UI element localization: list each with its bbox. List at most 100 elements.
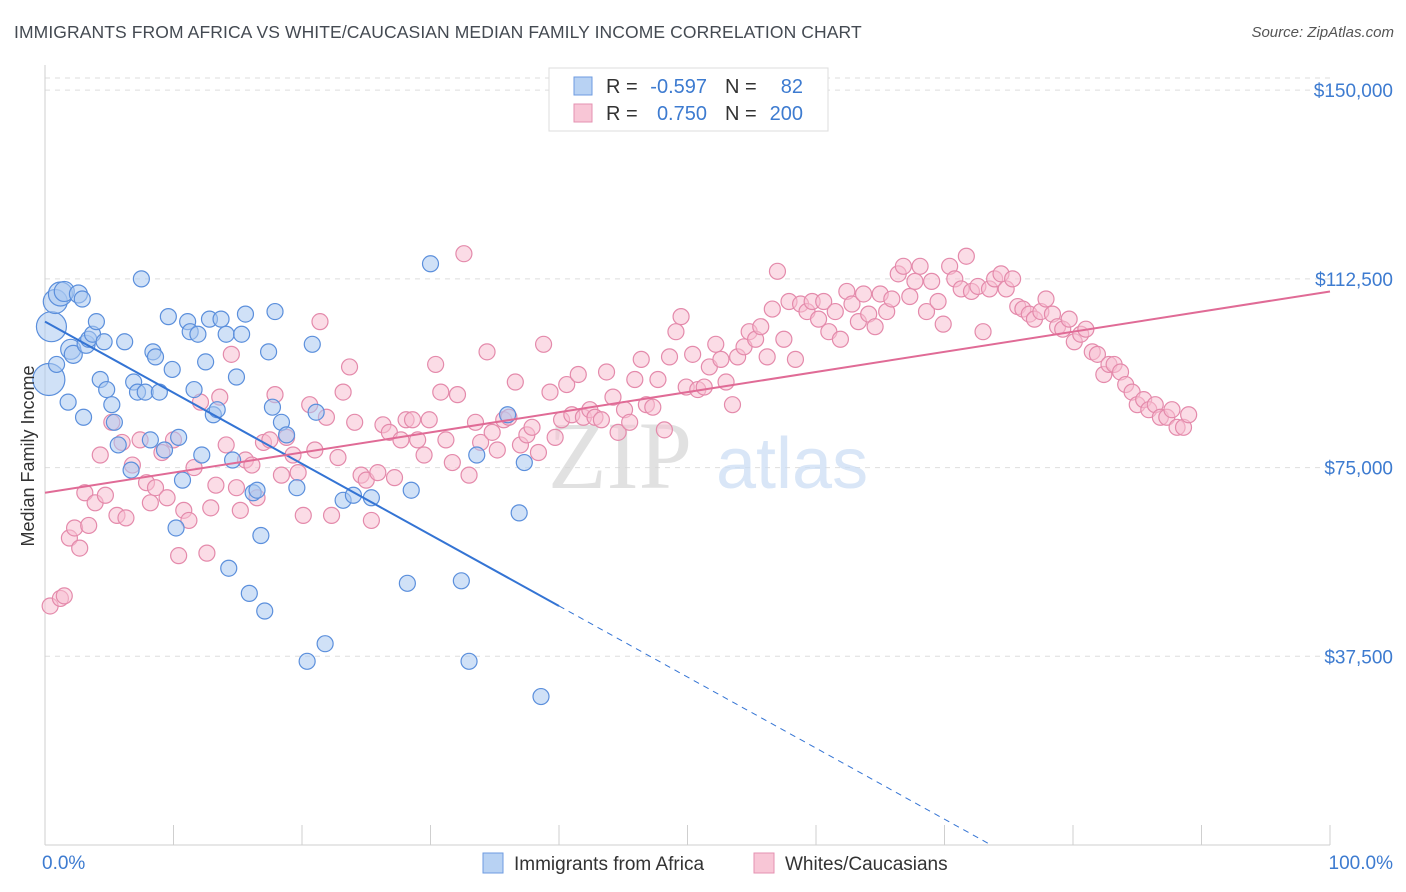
point-immigrants-from-africa: [189, 325, 207, 343]
point-immigrants-from-africa: [248, 481, 266, 499]
point-immigrants-from-africa: [74, 408, 93, 426]
point-immigrants-from-africa: [532, 687, 550, 706]
series-legend: Immigrants from Africa Whites/Caucasians: [482, 852, 948, 875]
point-whites-caucasians: [655, 421, 673, 439]
axes: [44, 65, 1331, 846]
point-whites-caucasians: [158, 489, 176, 507]
point-whites-caucasians: [929, 292, 947, 311]
point-whites-caucasians: [632, 350, 650, 368]
point-whites-caucasians: [443, 453, 461, 472]
point-whites-caucasians: [369, 464, 387, 482]
point-whites-caucasians: [866, 318, 884, 336]
point-immigrants-from-africa: [421, 255, 440, 273]
point-whites-caucasians: [815, 292, 833, 311]
point-immigrants-from-africa: [73, 290, 91, 308]
y-axis-title: Median Family Income: [18, 365, 38, 546]
point-immigrants-from-africa: [159, 308, 177, 326]
legend-n-value-blue: 82: [781, 76, 803, 98]
point-whites-caucasians: [911, 257, 929, 275]
point-whites-caucasians: [546, 428, 564, 446]
point-whites-caucasians: [170, 547, 188, 565]
point-whites-caucasians: [362, 511, 380, 530]
bottom-legend-swatch-pink: [753, 852, 775, 874]
point-whites-caucasians: [684, 345, 702, 363]
point-whites-caucasians: [604, 388, 622, 406]
point-whites-caucasians: [752, 318, 770, 336]
point-whites-caucasians: [466, 413, 485, 431]
point-immigrants-from-africa: [173, 471, 192, 489]
point-immigrants-from-africa: [288, 479, 306, 497]
point-whites-caucasians: [311, 313, 329, 331]
point-immigrants-from-africa: [197, 353, 215, 371]
chart-source: Source: ZipAtlas.com: [1251, 24, 1394, 41]
point-whites-caucasians: [415, 446, 433, 464]
point-whites-caucasians: [432, 383, 450, 401]
point-whites-caucasians: [917, 302, 936, 321]
point-immigrants-from-africa: [402, 481, 420, 499]
point-immigrants-from-africa: [35, 311, 68, 343]
point-whites-caucasians: [649, 370, 667, 389]
point-whites-caucasians: [322, 506, 341, 524]
chart-title: IMMIGRANTS FROM AFRICA VS WHITE/CAUCASIA…: [14, 22, 862, 42]
point-whites-caucasians: [707, 335, 725, 353]
point-whites-caucasians: [420, 411, 438, 429]
point-immigrants-from-africa: [220, 559, 238, 577]
point-immigrants-from-africa: [95, 333, 113, 351]
point-immigrants-from-africa: [236, 305, 255, 323]
point-whites-caucasians: [294, 506, 312, 524]
trend-line-whites-caucasians: [44, 290, 1331, 494]
point-whites-caucasians: [180, 511, 198, 530]
point-whites-caucasians: [1004, 270, 1022, 288]
trend-line-immigrants-from-africa: [44, 320, 560, 607]
point-immigrants-from-africa: [515, 453, 533, 472]
point-immigrants-from-africa: [63, 344, 83, 364]
point-whites-caucasians: [957, 247, 975, 265]
point-immigrants-from-africa: [122, 461, 140, 479]
point-immigrants-from-africa: [307, 403, 325, 421]
point-whites-caucasians: [854, 285, 873, 303]
legend-r-label-blue: R =: [606, 76, 638, 98]
point-whites-caucasians: [385, 469, 404, 487]
bottom-legend-swatch-blue: [482, 852, 504, 874]
grid: [45, 77, 1330, 657]
point-whites-caucasians: [346, 413, 364, 431]
legend-swatch-pink: [573, 103, 593, 123]
legend-r-value-pink: 0.750: [657, 103, 707, 125]
watermark-atlas: atlas: [716, 424, 868, 504]
legend-n-value-pink: 200: [770, 103, 803, 125]
point-immigrants-from-africa: [252, 526, 270, 545]
point-immigrants-from-africa: [212, 310, 230, 328]
point-immigrants-from-africa: [266, 302, 284, 321]
point-immigrants-from-africa: [185, 380, 203, 399]
legend-r-label-pink: R =: [606, 103, 638, 125]
point-whites-caucasians: [340, 358, 359, 376]
point-immigrants-from-africa: [263, 398, 282, 416]
point-immigrants-from-africa: [150, 383, 168, 401]
legend-swatch-blue: [573, 76, 593, 96]
point-whites-caucasians: [403, 411, 422, 429]
point-immigrants-from-africa: [224, 451, 242, 469]
y-tick-label: $112,500: [1315, 270, 1393, 291]
point-immigrants-from-africa: [344, 486, 362, 504]
point-whites-caucasians: [786, 350, 805, 368]
point-whites-caucasians: [541, 383, 559, 401]
point-immigrants-from-africa: [227, 368, 246, 386]
point-whites-caucasians: [626, 370, 644, 389]
point-whites-caucasians: [146, 479, 165, 497]
point-whites-caucasians: [758, 348, 776, 366]
point-whites-caucasians: [883, 290, 901, 308]
series-whites-caucasians: [41, 245, 1198, 615]
point-immigrants-from-africa: [170, 428, 188, 446]
point-whites-caucasians: [91, 446, 109, 464]
point-whites-caucasians: [272, 466, 291, 484]
point-immigrants-from-africa: [163, 360, 181, 379]
trend-lines: [44, 290, 1331, 845]
point-immigrants-from-africa: [256, 602, 274, 620]
point-whites-caucasians: [55, 587, 73, 605]
point-immigrants-from-africa: [98, 380, 116, 399]
point-whites-caucasians: [506, 373, 524, 391]
point-whites-caucasians: [198, 544, 216, 562]
point-immigrants-from-africa: [277, 426, 296, 444]
legend-n-label-pink: N =: [725, 103, 757, 125]
